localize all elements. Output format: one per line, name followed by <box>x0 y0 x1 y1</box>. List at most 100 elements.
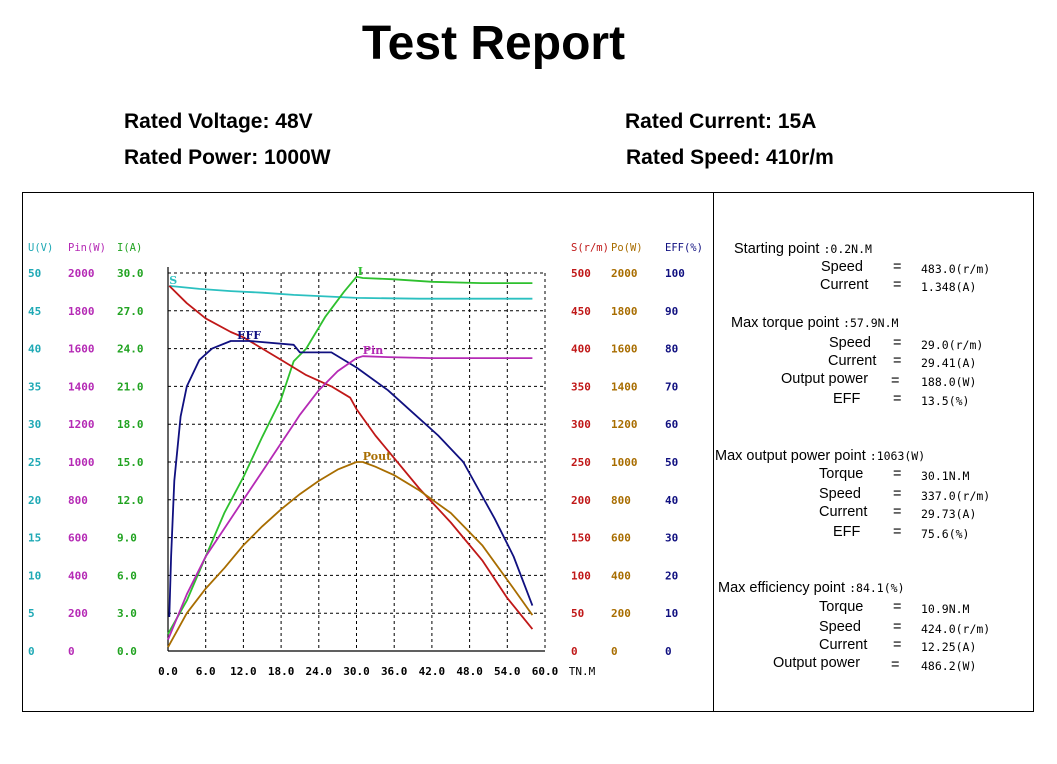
curve-label-pout: Pout <box>363 450 392 463</box>
right-axis-tick-label: 90 <box>665 305 678 318</box>
rated-current: Rated Current: 15A <box>625 110 817 133</box>
max-torque-current-label: Current <box>828 353 877 369</box>
right-axis-tick-label: 250 <box>571 456 591 469</box>
max-eff-value: :84.1(%) <box>849 581 905 595</box>
rated-speed: Rated Speed: 410r/m <box>626 146 834 169</box>
x-tick-label: 36.0 <box>381 665 408 678</box>
left-axis-tick-label: 25 <box>28 456 41 469</box>
max-eff-torque-value: 10.9N.M <box>921 602 970 616</box>
max-eff-torque-eq: = <box>893 599 902 615</box>
max-torque-eff-eq: = <box>893 391 902 407</box>
left-axis-tick-label: 10 <box>28 569 41 582</box>
left-axis-tick-label: 3.0 <box>117 607 137 620</box>
max-output-speed-label: Speed <box>819 486 861 502</box>
left-axis-tick-label: 800 <box>68 494 88 507</box>
max-torque-output-value: 188.0(W) <box>921 375 977 389</box>
x-tick-label: 30.0 <box>343 665 370 678</box>
right-axis-tick-label: 500 <box>571 267 591 280</box>
right-axis-tick-label: 1000 <box>611 456 638 469</box>
curve-label-s: S <box>169 274 177 287</box>
left-axis-title: Pin(W) <box>68 242 106 254</box>
right-axis-title: EFF(%) <box>665 242 703 254</box>
left-axis-tick-label: 0 <box>68 645 75 658</box>
x-tick-label: 18.0 <box>268 665 295 678</box>
max-eff-speed-value: 424.0(r/m) <box>921 622 991 636</box>
x-tick-label: 12.0 <box>230 665 257 678</box>
left-axis-tick-label: 15.0 <box>117 456 144 469</box>
x-tick-label: 24.0 <box>306 665 333 678</box>
max-output-current-label: Current <box>819 504 868 520</box>
max-eff-torque-label: Torque <box>819 599 864 615</box>
x-tick-label: 60.0 <box>532 665 559 678</box>
start-speed-value: 483.0(r/m) <box>921 262 991 276</box>
right-axis-tick-label: 200 <box>571 494 591 507</box>
left-axis-title: I(A) <box>117 242 142 254</box>
max-torque-speed-label: Speed <box>829 335 871 351</box>
start-speed-eq: = <box>893 259 902 275</box>
right-axis-tick-label: 1400 <box>611 380 638 393</box>
report-frame <box>22 192 1034 712</box>
right-axis-tick-label: 600 <box>611 532 631 545</box>
x-tick-label: 0.0 <box>158 665 178 678</box>
curve-label-eff: EFF <box>237 329 261 342</box>
max-torque-output-label: Output power <box>781 371 869 387</box>
series-line-pout <box>167 461 534 648</box>
series-line-i <box>167 275 533 635</box>
left-axis-tick-label: 200 <box>68 607 88 620</box>
curve-label-pin: Pin <box>363 344 383 357</box>
left-axis-tick-label: 21.0 <box>117 380 144 393</box>
max-torque-label: Max torque point <box>731 315 840 331</box>
left-axis-tick-label: 400 <box>68 569 88 582</box>
right-axis-tick-label: 1800 <box>611 305 638 318</box>
x-tick-label: 42.0 <box>419 665 446 678</box>
right-axis-tick-label: 20 <box>665 569 678 582</box>
series-line-pin <box>167 355 533 641</box>
right-axis-title: S(r/m) <box>571 242 609 254</box>
max-eff-current-label: Current <box>819 637 868 653</box>
right-axis-tick-label: 400 <box>611 569 631 582</box>
left-axis-tick-label: 20 <box>28 494 41 507</box>
start-current-value: 1.348(A) <box>921 280 977 294</box>
right-axis-tick-label: 100 <box>665 267 685 280</box>
x-tick-label: 6.0 <box>196 665 216 678</box>
rated-power: Rated Power: 1000W <box>124 146 331 169</box>
max-eff-speed-label: Speed <box>819 619 861 635</box>
panel-divider <box>713 192 714 712</box>
right-axis-tick-label: 50 <box>571 607 584 620</box>
right-axis-tick-label: 0 <box>611 645 618 658</box>
curve-label-i: I <box>358 265 363 278</box>
left-axis-tick-label: 1600 <box>68 343 95 356</box>
left-axis-tick-label: 6.0 <box>117 569 137 582</box>
max-eff-current-eq: = <box>893 637 902 653</box>
right-axis-tick-label: 350 <box>571 380 591 393</box>
right-axis-tick-label: 0 <box>571 645 578 658</box>
max-torque-eff-value: 13.5(%) <box>921 394 970 408</box>
left-axis-tick-label: 1400 <box>68 380 95 393</box>
right-axis-tick-label: 1600 <box>611 343 638 356</box>
max-torque-current-value: 29.41(A) <box>921 356 977 370</box>
max-eff-current-value: 12.25(A) <box>921 640 977 654</box>
left-axis-tick-label: 35 <box>28 380 41 393</box>
start-point-title: Starting point :0.2N.M <box>734 241 872 257</box>
left-axis-tick-label: 600 <box>68 532 88 545</box>
right-axis-tick-label: 30 <box>665 532 678 545</box>
x-tick-label: 54.0 <box>494 665 521 678</box>
max-eff-speed-eq: = <box>893 619 902 635</box>
left-axis-tick-label: 24.0 <box>117 343 144 356</box>
right-axis-tick-label: 1200 <box>611 418 638 431</box>
right-axis-tick-label: 50 <box>665 456 678 469</box>
max-output-value: :1063(W) <box>869 449 926 463</box>
max-eff-label: Max efficiency point <box>718 580 846 596</box>
max-torque-speed-eq: = <box>893 335 902 351</box>
x-axis-label: TN.M <box>569 665 596 678</box>
series-line-s <box>169 285 533 300</box>
left-axis-tick-label: 2000 <box>68 267 95 280</box>
x-tick-label: 48.0 <box>456 665 483 678</box>
right-axis-tick-label: 2000 <box>611 267 638 280</box>
max-torque-title: Max torque point :57.9N.M <box>731 315 898 331</box>
start-point-value: :0.2N.M <box>823 242 872 256</box>
right-axis-tick-label: 200 <box>611 607 631 620</box>
max-eff-output-eq: = <box>891 657 900 673</box>
left-axis-tick-label: 30.0 <box>117 267 144 280</box>
